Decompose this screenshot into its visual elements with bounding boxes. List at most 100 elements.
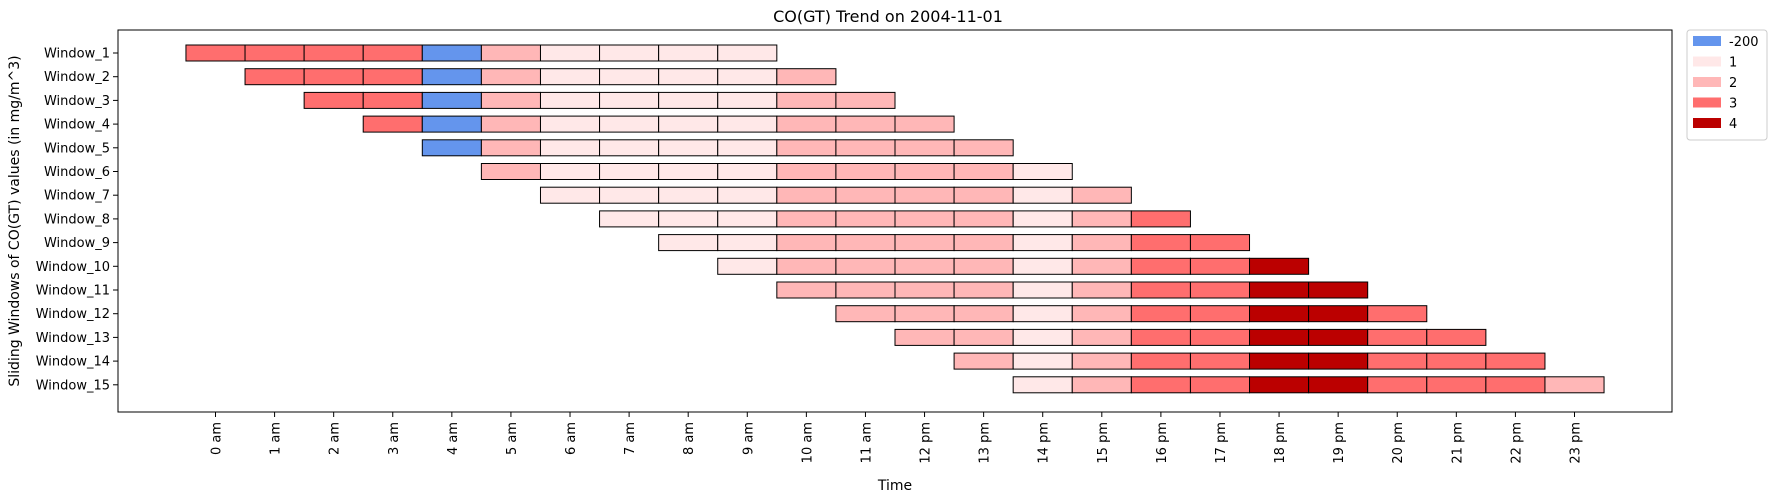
x-tick-label: 18 pm (1273, 422, 1288, 464)
window-row (894, 328, 1487, 346)
heatmap-cell (1189, 257, 1251, 275)
heatmap-cell (717, 68, 778, 86)
x-tick-label: 15 pm (1096, 422, 1111, 464)
window-row (303, 91, 896, 109)
heatmap-cell (1367, 352, 1428, 370)
y-axis-label: Sliding Windows of CO(GT) values (in mg/… (7, 55, 23, 386)
y-tick-label: Window_7 (44, 189, 110, 204)
heatmap-cell (776, 68, 837, 86)
heatmap-cell (835, 257, 896, 275)
heatmap-cell (953, 281, 1014, 299)
x-tick-label: 21 pm (1450, 422, 1465, 464)
heatmap-cell (1308, 281, 1369, 299)
legend-item: 2 (1693, 76, 1737, 91)
heatmap-cell (658, 44, 719, 62)
legend-label: 3 (1729, 97, 1737, 112)
heatmap-cell (480, 91, 541, 109)
y-tick-label: Window_12 (36, 307, 110, 322)
heatmap-cell (599, 44, 660, 62)
window-row (717, 257, 1310, 275)
heatmap-cell (835, 163, 896, 180)
window-row (1012, 376, 1605, 394)
heatmap-cell (1071, 257, 1132, 275)
heatmap-cell (1012, 281, 1073, 299)
heatmap-cell (599, 68, 660, 86)
y-tick-label: Window_9 (44, 236, 110, 251)
heatmap-cell (421, 139, 482, 157)
heatmap-cell (244, 44, 305, 62)
heatmap-cell (835, 281, 896, 299)
heatmap-cell (1130, 352, 1191, 370)
heatmap-cell (1426, 376, 1487, 394)
heatmap-cell (894, 234, 955, 252)
heatmap-cell (1071, 328, 1132, 346)
heatmap-cell (599, 210, 660, 228)
y-tick-label: Window_1 (44, 47, 110, 62)
heatmap-cell (1308, 305, 1369, 323)
heatmap-cell (894, 328, 955, 346)
x-tick-label: 11 am (859, 422, 874, 463)
heatmap-cell (776, 210, 837, 228)
heatmap-cell (480, 68, 541, 86)
heatmap-cell (1012, 257, 1073, 275)
heatmap-cell (717, 91, 778, 109)
x-tick-label: 13 pm (978, 422, 993, 464)
legend-swatch (1693, 97, 1721, 108)
heatmap-cell (953, 139, 1014, 157)
heatmap-cell (953, 257, 1014, 275)
x-tick-label: 6 am (564, 422, 579, 455)
y-tick-label: Window_5 (44, 141, 110, 156)
legend-label: 2 (1729, 76, 1737, 91)
y-tick-label: Window_8 (44, 212, 110, 227)
heatmap-cell (362, 68, 423, 86)
legend-swatch (1693, 118, 1721, 128)
heatmap-cell (1012, 305, 1073, 323)
heatmap-cell (835, 186, 896, 204)
heatmap-cell (1189, 281, 1251, 299)
y-tick-label: Window_11 (36, 284, 110, 299)
heatmap-cell (599, 115, 660, 133)
x-tick-label: 2 am (328, 422, 343, 455)
heatmap-cell (658, 234, 719, 252)
heatmap-cell (1130, 305, 1191, 323)
heatmap-cell (539, 139, 601, 157)
heatmap-cell (1485, 352, 1546, 370)
heatmap-cell (953, 305, 1014, 323)
heatmap-cell (894, 186, 955, 204)
window-row (953, 352, 1546, 370)
heatmap-cell (953, 328, 1014, 346)
heatmap-cells (185, 44, 1605, 394)
heatmap-cell (953, 186, 1014, 204)
x-tick-label: 23 pm (1569, 422, 1584, 464)
heatmap-cell (362, 115, 423, 133)
x-axis-label: Time (877, 478, 912, 494)
legend-item: -200 (1693, 35, 1759, 50)
heatmap-cell (717, 210, 778, 228)
x-tick-label: 9 am (741, 422, 756, 455)
heatmap-cell (1189, 305, 1251, 323)
heatmap-cell (421, 44, 482, 62)
legend-item: 4 (1693, 117, 1737, 132)
heatmap-cell (303, 91, 364, 109)
plot-area (117, 29, 1673, 413)
heatmap-cell (1485, 376, 1546, 394)
window-row (776, 281, 1369, 299)
y-tick-label: Window_3 (44, 94, 110, 109)
heatmap-cell (717, 186, 778, 204)
legend-label: 4 (1729, 117, 1737, 132)
heatmap-cell (480, 163, 541, 180)
heatmap-cell (776, 91, 837, 109)
heatmap-cell (1012, 376, 1073, 394)
heatmap-cell (717, 163, 778, 180)
heatmap-cell (835, 234, 896, 252)
heatmap-cell (599, 163, 660, 180)
window-row (362, 115, 955, 133)
heatmap-cell (1012, 352, 1073, 370)
heatmap-cell (894, 163, 955, 180)
heatmap-cell (1130, 281, 1191, 299)
heatmap-cell (1012, 234, 1073, 252)
heatmap-cell (1367, 305, 1428, 323)
heatmap-cell (1071, 234, 1132, 252)
heatmap-cell (421, 115, 482, 133)
